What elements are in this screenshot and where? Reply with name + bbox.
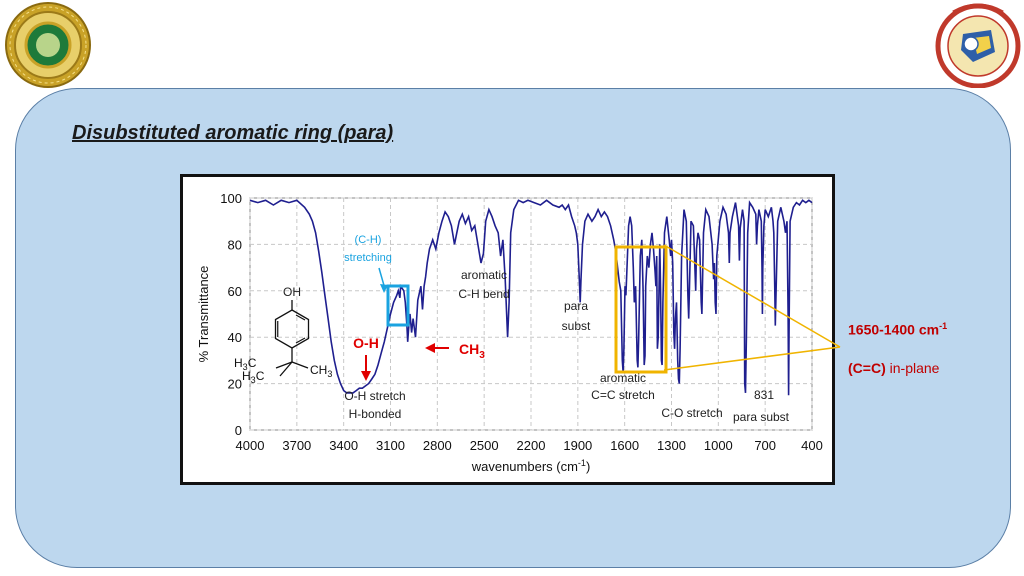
spectrum-line: [249, 199, 813, 396]
ch3-arrow-head: [425, 343, 435, 353]
molecule-methyl-label: H3C: [242, 369, 265, 385]
bond-text: C=C: [852, 360, 882, 376]
x-tick-label: 4000: [236, 438, 265, 453]
ch-stretch-arrow-head: [380, 284, 388, 293]
range-note: 1650-1400 cm-1: [848, 321, 947, 338]
para-subst-label-2: para subst: [733, 410, 790, 424]
oh-stretch-label: O-H stretch: [344, 389, 405, 403]
y-tick-label: 60: [228, 284, 242, 299]
y-tick-label: 20: [228, 377, 242, 392]
x-tick-label: 3700: [282, 438, 311, 453]
x-tick-label: 1600: [610, 438, 639, 453]
ch3-label: CH3: [459, 341, 485, 361]
spectrum-svg: 4000 3700 3400 3100 2800 2500 2200 1900 1600 1300…: [196, 191, 823, 474]
para-label-2: subst: [562, 319, 591, 333]
x-axis-label: wavenumbers (cm-1): [471, 458, 591, 474]
x-tick-label: 2800: [423, 438, 452, 453]
y-tick-label: 40: [228, 330, 242, 345]
slide-title: Disubstituted aromatic ring (para): [72, 122, 394, 144]
y-axis-label: % Transmittance: [196, 266, 211, 363]
range-sup: -1: [939, 321, 948, 331]
university-seal-logo: [5, 2, 91, 88]
ring-double-bond: [295, 337, 306, 344]
x-tick-label: 3100: [376, 438, 405, 453]
x-tick-label: 2500: [470, 438, 499, 453]
oh-stretch-label-2: H-bonded: [349, 407, 402, 421]
peak-831-label: 831: [754, 388, 774, 402]
ch-stretch-box: [386, 284, 410, 327]
ch-stretch-label-2: stretching: [344, 252, 392, 264]
molecule-methyl-label: CH3: [310, 363, 332, 379]
x-tick-label: 2200: [517, 438, 546, 453]
pharmacy-college-emblem-logo: [935, 3, 1021, 88]
aromatic-bend-label-2: C-H bend: [458, 287, 509, 301]
x-tick-label: 3400: [329, 438, 358, 453]
y-tick-label: 80: [228, 237, 242, 252]
y-tick-label: 100: [220, 191, 242, 206]
y-tick-label: 0: [235, 423, 242, 438]
bond-note: (C=C) in-plane: [848, 360, 940, 376]
ring-double-bond: [295, 314, 306, 321]
x-tick-label: 400: [801, 438, 823, 453]
x-tick-label: 700: [754, 438, 776, 453]
methyl-bond: [275, 361, 293, 369]
x-tick-label: 1000: [704, 438, 733, 453]
co-stretch-label: C-O stretch: [661, 406, 722, 420]
para-label: para: [564, 299, 588, 313]
x-tick-label: 1900: [563, 438, 592, 453]
bond-desc: in-plane: [885, 360, 940, 376]
ch-stretch-label: (C-H): [355, 234, 382, 246]
cc-stretch-label: aromatic: [600, 371, 646, 385]
ir-spectrum-chart: 4000 3700 3400 3100 2800 2500 2200 1900 1600 1300…: [180, 174, 835, 485]
cc-stretch-label-2: C=C stretch: [591, 388, 655, 402]
oh-arrow-head: [361, 371, 371, 381]
molecule-oh-label: OH: [283, 285, 301, 299]
molecule-methyl-label: H3C: [234, 356, 257, 372]
aromatic-bend-label: aromatic: [461, 268, 507, 282]
methyl-bond: [291, 361, 309, 369]
oh-label: O-H: [353, 335, 379, 351]
methyl-bond: [279, 361, 293, 377]
range-text: 1650-1400 cm: [848, 321, 940, 338]
x-tick-label: 1300: [657, 438, 686, 453]
